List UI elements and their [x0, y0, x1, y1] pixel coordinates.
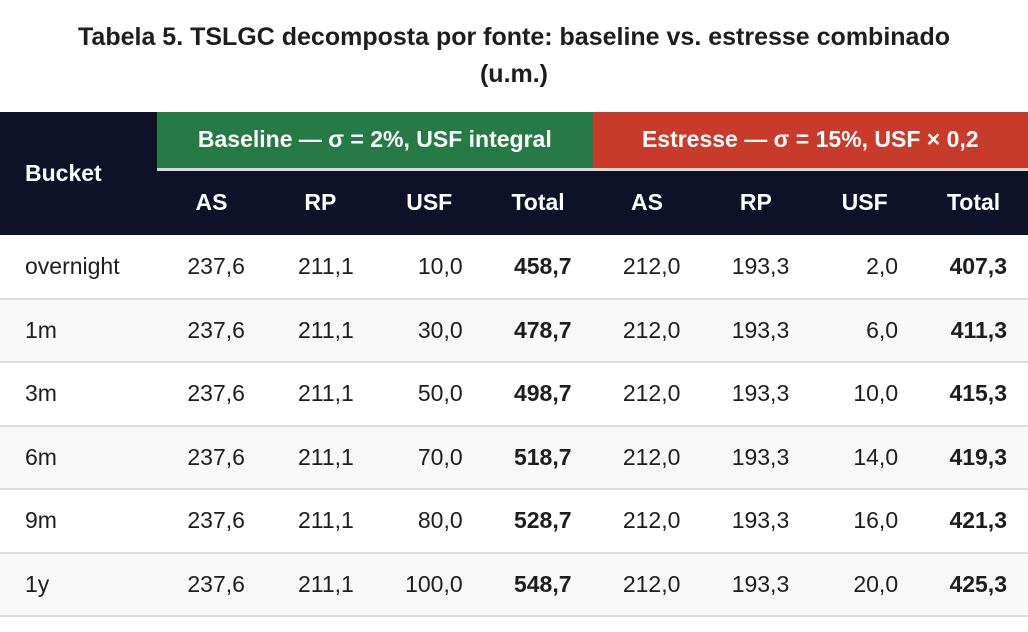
bucket-cell: 1m	[0, 298, 158, 363]
table-row: overnight 237,6 211,1 10,0 458,7 212,0 1…	[0, 235, 1028, 300]
total-cell: 528,7	[483, 489, 593, 554]
group-header-row: Bucket Baseline — σ = 2%, USF integral E…	[0, 112, 1028, 235]
subheader-baseline-total: Total	[483, 169, 593, 235]
total-cell: 425,3	[919, 552, 1028, 617]
value-cell: 30,0	[374, 298, 484, 363]
total-cell: 415,3	[919, 362, 1028, 427]
bucket-cell: 1y	[0, 552, 158, 617]
subheader-estresse-rp: RP	[701, 169, 811, 235]
value-cell: 2,0	[810, 235, 920, 300]
value-cell: 237,6	[157, 298, 266, 363]
value-cell: 237,6	[157, 489, 266, 554]
value-cell: 14,0	[810, 425, 920, 490]
value-cell: 16,0	[810, 489, 920, 554]
value-cell: 193,3	[701, 362, 811, 427]
value-cell: 211,1	[265, 298, 375, 363]
table-row: 6m 237,6 211,1 70,0 518,7 212,0 193,3 14…	[0, 425, 1028, 490]
title-line-2: (u.m.)	[479, 60, 549, 88]
value-cell: 212,0	[592, 489, 702, 554]
bucket-cell: 3m	[0, 362, 158, 427]
total-cell: 458,7	[483, 235, 593, 300]
value-cell: 212,0	[592, 552, 702, 617]
subheader-row: AS RP USF Total AS RP USF Total	[0, 169, 1028, 235]
value-cell: 212,0	[592, 362, 702, 427]
value-cell: 100,0	[374, 552, 484, 617]
subheader-baseline-as: AS	[157, 169, 266, 235]
value-cell: 193,3	[701, 298, 811, 363]
title-line-1: Tabela 5. TSLGC decomposta por fonte: ba…	[78, 23, 950, 51]
page-title: Tabela 5. TSLGC decomposta por fonte: ba…	[0, 0, 1028, 112]
total-cell: 518,7	[483, 425, 593, 490]
value-cell: 212,0	[592, 298, 702, 363]
value-cell: 211,1	[265, 425, 375, 490]
value-cell: 6,0	[810, 298, 920, 363]
bucket-cell: overnight	[0, 235, 158, 300]
table-row: 1y 237,6 211,1 100,0 548,7 212,0 193,3 2…	[0, 552, 1028, 617]
value-cell: 80,0	[374, 489, 484, 554]
total-cell: 548,7	[483, 552, 593, 617]
subheader-estresse-usf: USF	[810, 169, 920, 235]
value-cell: 237,6	[157, 425, 266, 490]
subheader-baseline-rp: RP	[265, 169, 375, 235]
value-cell: 70,0	[374, 425, 484, 490]
total-cell: 421,3	[919, 489, 1028, 554]
total-cell: 498,7	[483, 362, 593, 427]
table-row: 1m 237,6 211,1 30,0 478,7 212,0 193,3 6,…	[0, 298, 1028, 363]
value-cell: 50,0	[374, 362, 484, 427]
value-cell: 193,3	[701, 489, 811, 554]
value-cell: 193,3	[701, 235, 811, 300]
value-cell: 237,6	[157, 235, 266, 300]
tslgc-table: Bucket Baseline — σ = 2%, USF integral E…	[0, 112, 1028, 617]
value-cell: 211,1	[265, 362, 375, 427]
group-header-baseline: Baseline — σ = 2%, USF integral	[157, 112, 593, 171]
bucket-column-header: Bucket	[0, 112, 158, 235]
subheader-estresse-total: Total	[919, 169, 1028, 235]
table-row: 9m 237,6 211,1 80,0 528,7 212,0 193,3 16…	[0, 489, 1028, 554]
group-header-estresse: Estresse — σ = 15%, USF × 0,2	[592, 112, 1028, 171]
value-cell: 193,3	[701, 425, 811, 490]
bucket-cell: 6m	[0, 425, 158, 490]
table-row: 3m 237,6 211,1 50,0 498,7 212,0 193,3 10…	[0, 362, 1028, 427]
bucket-cell: 9m	[0, 489, 158, 554]
subheader-estresse-as: AS	[592, 169, 702, 235]
total-cell: 419,3	[919, 425, 1028, 490]
value-cell: 211,1	[265, 552, 375, 617]
total-cell: 407,3	[919, 235, 1028, 300]
value-cell: 212,0	[592, 235, 702, 300]
total-cell: 411,3	[919, 298, 1028, 363]
value-cell: 211,1	[265, 235, 375, 300]
value-cell: 237,6	[157, 362, 266, 427]
value-cell: 211,1	[265, 489, 375, 554]
value-cell: 212,0	[592, 425, 702, 490]
value-cell: 10,0	[374, 235, 484, 300]
value-cell: 20,0	[810, 552, 920, 617]
value-cell: 237,6	[157, 552, 266, 617]
value-cell: 193,3	[701, 552, 811, 617]
subheader-baseline-usf: USF	[374, 169, 484, 235]
total-cell: 478,7	[483, 298, 593, 363]
value-cell: 10,0	[810, 362, 920, 427]
